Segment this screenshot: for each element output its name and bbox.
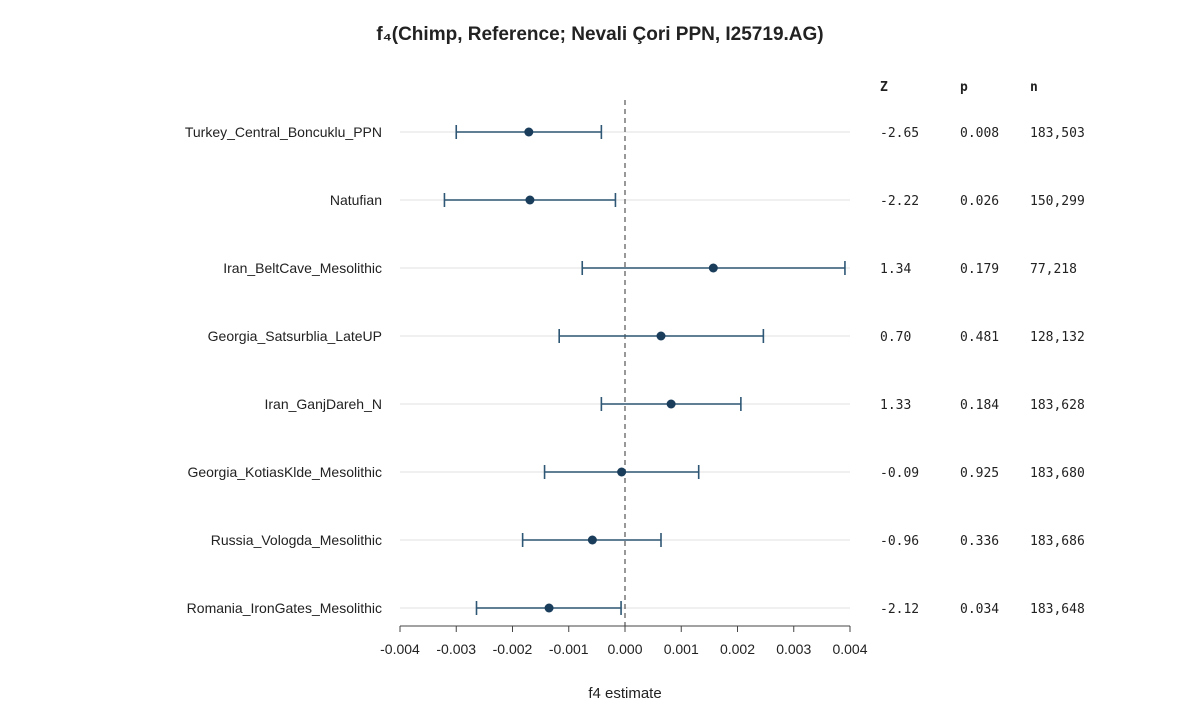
p-value: 0.034 — [960, 602, 999, 617]
p-value: 0.481 — [960, 330, 999, 345]
estimate-point — [708, 263, 718, 273]
z-value: -0.96 — [880, 534, 919, 549]
column-header-p: p — [960, 80, 968, 95]
estimates — [443, 125, 846, 615]
estimate-point — [617, 467, 627, 477]
estimate-point — [656, 331, 666, 341]
row-label: Iran_BeltCave_Mesolithic — [223, 260, 382, 276]
n-value: 77,218 — [1030, 262, 1077, 277]
estimate-point — [524, 127, 534, 137]
z-value: 1.33 — [880, 398, 911, 413]
row-label: Natufian — [330, 192, 382, 208]
p-value: 0.008 — [960, 126, 999, 141]
row-label: Russia_Vologda_Mesolithic — [211, 532, 382, 548]
x-tick-label: -0.002 — [493, 641, 533, 657]
x-tick-label: 0.002 — [720, 641, 755, 657]
chart-title: f₄(Chimp, Reference; Nevali Çori PPN, I2… — [376, 24, 824, 45]
column-header-n: n — [1030, 80, 1038, 95]
x-axis-label: f4 estimate — [588, 685, 661, 702]
n-value: 128,132 — [1030, 330, 1085, 345]
x-tick-label: -0.004 — [380, 641, 420, 657]
n-value: 183,686 — [1030, 534, 1085, 549]
p-value: 0.336 — [960, 534, 999, 549]
n-value: 150,299 — [1030, 194, 1085, 209]
estimate-point — [666, 399, 676, 409]
row-labels: Turkey_Central_Boncuklu_PPN Natufian Iran_… — [185, 124, 382, 616]
z-value: 1.34 — [880, 262, 911, 277]
row-label: Romania_IronGates_Mesolithic — [187, 600, 382, 616]
row-label: Georgia_Satsurblia_LateUP — [208, 328, 382, 344]
stats-table: Z p n -2.65 0.008 183,503 -2.22 0.026 150,299… — [880, 80, 1085, 617]
p-value: 0.925 — [960, 466, 999, 481]
x-tick-label: 0.000 — [607, 641, 642, 657]
row-label: Georgia_KotiasKlde_Mesolithic — [187, 464, 382, 480]
x-tick-label: 0.001 — [664, 641, 699, 657]
row-label: Iran_GanjDareh_N — [264, 396, 382, 412]
z-value: -2.12 — [880, 602, 919, 617]
p-value: 0.026 — [960, 194, 999, 209]
z-value: 0.70 — [880, 330, 911, 345]
n-value: 183,680 — [1030, 466, 1085, 481]
x-tick-label: -0.001 — [549, 641, 589, 657]
column-header-z: Z — [880, 80, 888, 95]
p-value: 0.179 — [960, 262, 999, 277]
x-tick-label: -0.003 — [436, 641, 476, 657]
z-value: -2.22 — [880, 194, 919, 209]
p-value: 0.184 — [960, 398, 999, 413]
estimate-point — [525, 195, 535, 205]
n-value: 183,648 — [1030, 602, 1085, 617]
estimate-point — [544, 603, 554, 613]
n-value: 183,628 — [1030, 398, 1085, 413]
n-value: 183,503 — [1030, 126, 1085, 141]
estimate-point — [587, 535, 597, 545]
z-value: -2.65 — [880, 126, 919, 141]
row-label: Turkey_Central_Boncuklu_PPN — [185, 124, 382, 140]
x-tick-label: 0.003 — [776, 641, 811, 657]
x-tick-label: 0.004 — [832, 641, 867, 657]
z-value: -0.09 — [880, 466, 919, 481]
x-axis: -0.004 -0.003 -0.002 -0.001 0.000 0.001 0.002 0… — [380, 625, 868, 657]
